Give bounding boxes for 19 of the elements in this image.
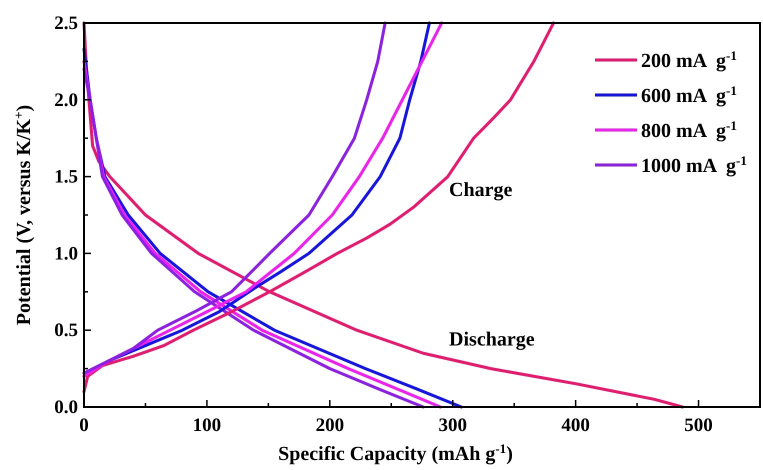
y-tick-label: 1.0	[54, 243, 78, 264]
y-tick-label: 2.0	[54, 90, 78, 111]
x-tick-label: 300	[438, 415, 467, 436]
x-tick-label: 100	[192, 415, 222, 436]
x-tick-label: 500	[684, 415, 713, 436]
text: 0.0	[54, 397, 78, 418]
y-tick-label: 2.5	[54, 13, 78, 34]
annotation: Charge	[449, 178, 512, 201]
x-tick-label: 400	[561, 415, 590, 436]
legend-label: 200 mA g$^{-1}$	[641, 48, 737, 72]
x-axis-title: Specific Capacity (mAh g$^{-1}$)	[278, 440, 513, 465]
legend-label: 1000 mA g$^{-1}$	[641, 152, 747, 177]
x-tick-label: 200	[316, 415, 344, 436]
x-tick-label: 0	[79, 415, 89, 436]
legend-label: 800 mA g$^{-1}$	[641, 118, 737, 142]
annotation: Discharge	[449, 328, 535, 351]
y-tick-label: 0.5	[54, 320, 78, 342]
y-tick-label: 1.5	[54, 166, 78, 188]
legend-label: 600 mA g$^{-1}$	[641, 82, 737, 107]
